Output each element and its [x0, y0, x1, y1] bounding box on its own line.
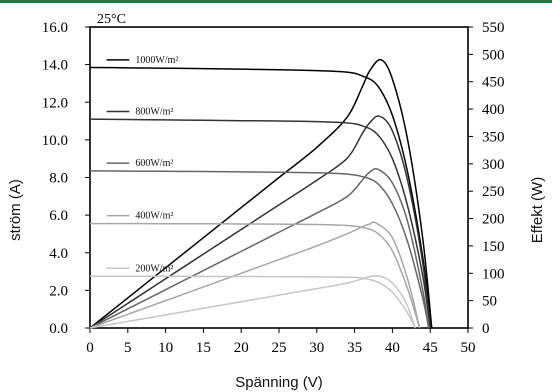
top-accent-bar	[0, 0, 552, 3]
left-axis-ticks: 0.0 2.0 4.0 6.0 8.0 10.0 12.0 14.0 16.0	[42, 20, 90, 337]
right-tick-label: 350	[482, 129, 505, 145]
x-tick-label: 15	[196, 340, 211, 356]
legend-label: 600W/m²	[135, 158, 173, 169]
left-tick-label: 4.0	[49, 246, 68, 262]
right-tick-label: 400	[482, 102, 505, 118]
left-tick-label: 6.0	[49, 208, 68, 224]
legend-label: 400W/m²	[135, 211, 173, 222]
right-tick-label: 50	[482, 294, 497, 310]
current-curve-0	[89, 66, 433, 329]
power-curve-1	[89, 115, 431, 329]
right-tick-label: 300	[482, 157, 505, 173]
legend-label: 200W/m²	[135, 263, 173, 274]
right-tick-label: 0	[482, 321, 490, 337]
right-axis-ticks: 0 50 100 150 200 250 300 350 400 450 500 550	[468, 20, 505, 337]
left-tick-label: 2.0	[49, 283, 68, 299]
power-curve-3	[89, 221, 421, 329]
x-tick-label: 25	[272, 340, 287, 356]
left-tick-label: 14.0	[42, 58, 68, 74]
current-curve-2	[89, 170, 430, 329]
current-curve-4	[90, 275, 416, 329]
right-tick-label: 150	[482, 239, 505, 255]
right-axis-label: Effekt (W)	[529, 177, 546, 243]
right-tick-label: 550	[482, 20, 505, 36]
left-tick-label: 0.0	[49, 321, 68, 337]
legend-label: 1000W/m²	[135, 55, 178, 66]
x-axis-ticks: 0 5 10 15 20 25 30 35 40 45 50	[86, 328, 476, 356]
power-curve-2	[89, 167, 430, 329]
right-tick-label: 100	[482, 266, 505, 282]
left-tick-label: 12.0	[42, 95, 68, 111]
left-tick-label: 10.0	[42, 133, 68, 149]
x-tick-label: 45	[423, 340, 438, 356]
left-axis-label: ström (A)	[7, 179, 24, 241]
legend-label: 800W/m²	[135, 107, 173, 118]
x-tick-label: 50	[461, 340, 476, 356]
x-tick-label: 0	[86, 340, 94, 356]
x-axis-label: Spänning (V)	[235, 374, 323, 391]
right-tick-label: 500	[482, 47, 505, 63]
power-curve-0	[89, 58, 433, 329]
right-tick-label: 250	[482, 184, 505, 200]
curves-group	[89, 58, 433, 329]
left-tick-label: 16.0	[42, 20, 68, 36]
x-tick-label: 5	[124, 340, 132, 356]
x-tick-label: 30	[309, 340, 324, 356]
x-tick-label: 10	[158, 340, 173, 356]
x-tick-label: 40	[385, 340, 400, 356]
right-tick-label: 450	[482, 75, 505, 91]
current-curve-3	[89, 222, 421, 329]
x-tick-label: 35	[347, 340, 362, 356]
temperature-annotation: 25°C	[97, 12, 126, 27]
power-curve-4	[89, 275, 416, 329]
left-tick-label: 8.0	[49, 171, 68, 187]
current-curve-1	[89, 118, 431, 329]
legend: 1000W/m² 800W/m² 600W/m² 400W/m² 200W/m²	[106, 55, 178, 274]
x-tick-label: 20	[234, 340, 249, 356]
right-tick-label: 200	[482, 212, 505, 228]
